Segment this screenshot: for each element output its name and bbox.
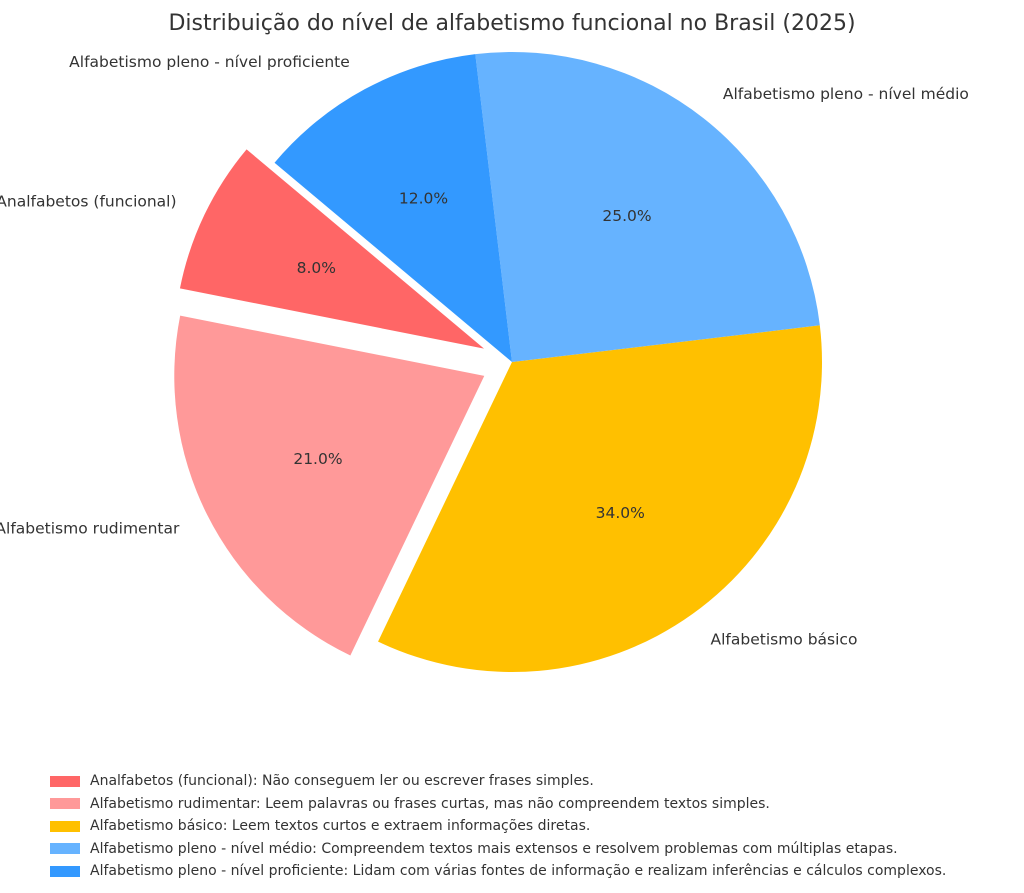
legend: Analfabetos (funcional): Não conseguem l… — [50, 770, 1010, 883]
pie-slice-alfabetismo-basico — [378, 325, 822, 672]
legend-item-pleno-proficiente: Alfabetismo pleno - nível proficiente: L… — [50, 860, 1010, 883]
legend-swatch — [50, 798, 80, 810]
legend-item-pleno-medio: Alfabetismo pleno - nível médio: Compree… — [50, 838, 1010, 861]
pct-label-alfabetismo-basico: 34.0% — [596, 504, 645, 522]
legend-label: Alfabetismo pleno - nível proficiente: L… — [90, 863, 947, 880]
legend-swatch — [50, 843, 80, 855]
pct-label-analfabetos-funcional: 8.0% — [297, 259, 336, 277]
chart-title: Distribuição do nível de alfabetismo fun… — [168, 11, 855, 36]
slice-label-alfabetismo-basico: Alfabetismo básico — [711, 630, 858, 648]
pct-label-alfabetismo-rudimentar: 21.0% — [293, 450, 342, 468]
legend-label: Alfabetismo rudimentar: Leem palavras ou… — [90, 795, 770, 812]
legend-swatch — [50, 865, 80, 877]
legend-swatch — [50, 775, 80, 787]
slice-label-alfabetismo-pleno-nivel-medio: Alfabetismo pleno - nível médio — [723, 85, 969, 103]
legend-label: Analfabetos (funcional): Não conseguem l… — [90, 773, 594, 790]
legend-swatch — [50, 820, 80, 832]
pct-label-alfabetismo-pleno-nivel-proficiente: 12.0% — [399, 189, 448, 207]
pct-label-alfabetismo-pleno-nivel-medio: 25.0% — [602, 207, 651, 225]
pie-slice-alfabetismo-pleno-nivel-medio — [475, 51, 820, 362]
legend-item-basico: Alfabetismo básico: Leem textos curtos e… — [50, 815, 1010, 838]
slice-label-alfabetismo-rudimentar: Alfabetismo rudimentar — [0, 520, 180, 538]
slice-label-alfabetismo-pleno-nivel-proficiente: Alfabetismo pleno - nível proficiente — [69, 53, 350, 71]
pie-slice-alfabetismo-rudimentar — [174, 315, 485, 656]
slice-label-analfabetos-funcional: Analfabetos (funcional) — [0, 192, 177, 210]
legend-item-analfabetos: Analfabetos (funcional): Não conseguem l… — [50, 770, 1010, 793]
pie-slice-alfabetismo-pleno-nivel-proficiente — [274, 54, 512, 362]
legend-label: Alfabetismo pleno - nível médio: Compree… — [90, 840, 898, 857]
pie-slice-analfabetos-funcional — [179, 149, 485, 349]
legend-label: Alfabetismo básico: Leem textos curtos e… — [90, 818, 591, 835]
legend-item-rudimentar: Alfabetismo rudimentar: Leem palavras ou… — [50, 793, 1010, 816]
